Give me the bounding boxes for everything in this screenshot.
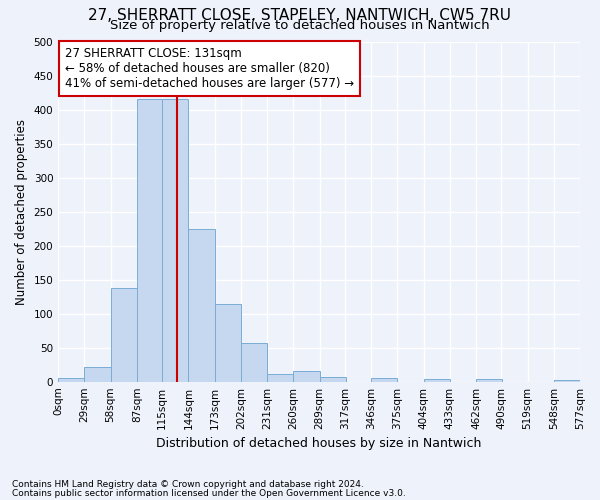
Y-axis label: Number of detached properties: Number of detached properties [15, 118, 28, 304]
Bar [320, 377, 346, 382]
Text: 27, SHERRATT CLOSE, STAPELEY, NANTWICH, CW5 7RU: 27, SHERRATT CLOSE, STAPELEY, NANTWICH, … [89, 8, 511, 22]
Bar [137, 100, 163, 382]
Text: Contains HM Land Registry data © Crown copyright and database right 2024.: Contains HM Land Registry data © Crown c… [12, 480, 364, 489]
Bar [267, 374, 293, 382]
Text: Contains public sector information licensed under the Open Government Licence v3: Contains public sector information licen… [12, 488, 406, 498]
Bar [110, 288, 137, 382]
Bar [371, 378, 397, 382]
Bar [58, 378, 85, 382]
Bar [215, 304, 241, 382]
Bar [554, 380, 580, 382]
Bar [162, 100, 188, 382]
X-axis label: Distribution of detached houses by size in Nantwich: Distribution of detached houses by size … [157, 437, 482, 450]
Bar [85, 368, 110, 382]
Bar [476, 379, 502, 382]
Bar [241, 343, 267, 382]
Bar [424, 379, 450, 382]
Text: 27 SHERRATT CLOSE: 131sqm
← 58% of detached houses are smaller (820)
41% of semi: 27 SHERRATT CLOSE: 131sqm ← 58% of detac… [65, 47, 355, 90]
Bar [293, 372, 320, 382]
Bar [188, 230, 215, 382]
Text: Size of property relative to detached houses in Nantwich: Size of property relative to detached ho… [110, 19, 490, 32]
